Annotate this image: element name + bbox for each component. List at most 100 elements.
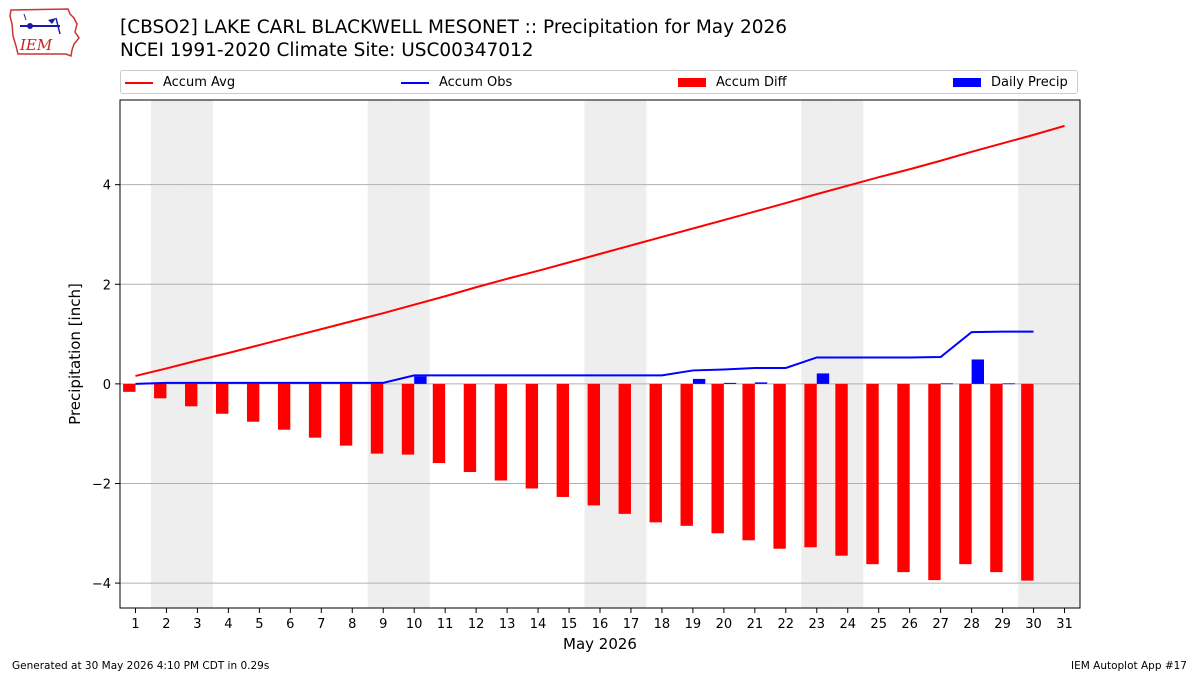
weekend-band xyxy=(181,100,213,608)
accum-avg-line xyxy=(135,124,1065,377)
x-tick-label: 8 xyxy=(348,617,356,632)
x-tick-label: 28 xyxy=(963,617,980,632)
chart-subtitle: NCEI 1991-2020 Climate Site: USC00347012 xyxy=(120,40,534,61)
x-tick-label: 20 xyxy=(716,617,733,632)
accum-obs-line xyxy=(135,330,1034,385)
x-tick-label: 5 xyxy=(255,617,263,632)
footer-app: IEM Autoplot App #17 xyxy=(1071,660,1187,672)
daily-precip-bar xyxy=(971,359,984,384)
legend-item-accum-obs: Accum Obs xyxy=(401,74,512,92)
accum-diff-bar xyxy=(401,383,415,455)
x-tick-label: 19 xyxy=(685,617,702,632)
x-tick-label: 6 xyxy=(286,617,294,632)
accum-diff-bar xyxy=(866,383,879,565)
legend-item-accum-diff: Accum Diff xyxy=(678,74,787,92)
accum-diff-bar xyxy=(1021,383,1034,581)
x-tick-label: 23 xyxy=(809,617,826,632)
accum-diff-bar xyxy=(246,383,260,422)
accum-diff-bar xyxy=(618,383,631,514)
x-tick-label: 29 xyxy=(994,617,1011,632)
x-tick-label: 24 xyxy=(839,617,856,632)
x-tick-label: 1 xyxy=(131,617,139,632)
weekend-band xyxy=(1049,100,1080,608)
legend-item-accum-avg: Accum Avg xyxy=(125,74,235,92)
daily-precip-bar xyxy=(816,373,830,384)
x-tick-label: 27 xyxy=(932,617,949,632)
x-tick-label: 22 xyxy=(778,617,795,632)
y-tick-label: −4 xyxy=(92,577,111,592)
accum-diff-bar xyxy=(711,383,724,534)
x-tick-label: 12 xyxy=(468,617,485,632)
legend-label: Accum Obs xyxy=(439,75,513,90)
chart-legend: Accum Avg Accum Obs Accum Diff Daily Pre… xyxy=(120,70,1078,94)
accum-diff-bar xyxy=(463,383,477,473)
weekend-band xyxy=(150,100,182,608)
accum-diff-bar xyxy=(525,383,539,489)
daily-precip-bar xyxy=(692,378,706,384)
accum-diff-bar xyxy=(804,383,817,548)
weekend-band xyxy=(367,100,399,608)
accum-diff-bars xyxy=(123,383,1034,581)
x-tick-label: 25 xyxy=(870,617,887,632)
accum-diff-bar xyxy=(773,383,786,549)
logo-text: IEM xyxy=(19,36,53,54)
footer-generated: Generated at 30 May 2026 4:10 PM CDT in … xyxy=(12,660,270,672)
iem-iowa-logo: IEM xyxy=(9,8,80,58)
weekend-band xyxy=(615,100,647,608)
x-tick-label: 30 xyxy=(1025,617,1042,632)
legend-label: Accum Diff xyxy=(716,75,787,90)
accum-diff-bar xyxy=(154,383,167,399)
x-tick-label: 11 xyxy=(437,617,454,632)
x-tick-label: 10 xyxy=(406,617,423,632)
accum-diff-bar xyxy=(494,383,508,481)
accum-diff-bar xyxy=(277,383,291,430)
weekend-band xyxy=(398,100,430,608)
accum-diff-bar xyxy=(742,383,755,541)
daily-precip-bar xyxy=(940,383,954,385)
x-tick-label: 2 xyxy=(162,617,170,632)
daily-precip-bar xyxy=(723,382,737,384)
x-tick-label: 17 xyxy=(623,617,640,632)
accum-diff-bar xyxy=(339,383,353,446)
x-tick-label: 26 xyxy=(901,617,918,632)
x-tick-label: 18 xyxy=(654,617,671,632)
daily-precip-bar xyxy=(754,382,768,384)
legend-item-daily-precip: Daily Precip xyxy=(953,74,1068,92)
accum-diff-bar xyxy=(587,383,600,506)
daily-precip-bar xyxy=(414,376,427,384)
accum-diff-bar xyxy=(556,383,570,497)
x-tick-label: 13 xyxy=(499,617,516,632)
accum-diff-bar xyxy=(432,383,446,464)
legend-label: Accum Avg xyxy=(163,75,236,90)
accum-diff-bar xyxy=(928,383,941,581)
legend-swatch-red-box xyxy=(678,78,706,87)
legend-swatch-blue-box xyxy=(953,78,981,87)
accum-diff-bar xyxy=(216,383,229,414)
accum-diff-bar xyxy=(308,383,322,438)
accum-diff-bar xyxy=(835,383,848,556)
legend-swatch-red-line xyxy=(125,81,153,84)
x-tick-label: 21 xyxy=(747,617,764,632)
x-tick-label: 7 xyxy=(317,617,325,632)
y-tick-label: 0 xyxy=(103,378,111,393)
x-tick-label: 15 xyxy=(561,617,578,632)
y-tick-label: 4 xyxy=(103,179,111,194)
legend-label: Daily Precip xyxy=(991,75,1068,90)
accum-diff-bar xyxy=(123,383,136,392)
weekend-band xyxy=(584,100,616,608)
series-lines xyxy=(135,124,1065,385)
accum-diff-bar xyxy=(959,383,972,565)
x-tick-label: 14 xyxy=(530,617,547,632)
accum-diff-bar xyxy=(649,383,662,523)
y-tick-label: 2 xyxy=(103,278,111,293)
accum-diff-bar xyxy=(990,383,1003,573)
y-tick-label: −2 xyxy=(92,477,111,492)
daily-precip-bars xyxy=(414,359,1015,385)
daily-precip-bar xyxy=(1002,383,1015,385)
x-tick-label: 9 xyxy=(379,617,387,632)
accum-diff-bar xyxy=(897,383,910,573)
x-axis-label: May 2026 xyxy=(563,635,637,653)
accum-diff-bar xyxy=(185,383,198,407)
